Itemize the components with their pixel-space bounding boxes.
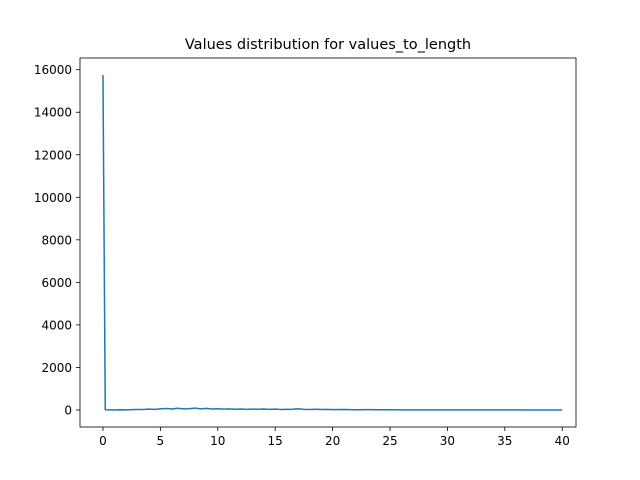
y-tick-label: 10000	[34, 191, 72, 205]
x-tick-label: 20	[325, 434, 340, 448]
y-tick-label: 0	[64, 403, 72, 417]
y-tick-label: 12000	[34, 148, 72, 162]
chart-title: Values distribution for values_to_length	[185, 37, 471, 53]
x-tick-label: 40	[555, 434, 570, 448]
x-tick-label: 5	[157, 434, 165, 448]
axis-ticks: 0 5 10 15 20 25 30 35 40 0 2000 4000 6000 8000 10000 12…	[34, 63, 570, 448]
plot-frame	[79, 57, 577, 428]
x-tick-label: 0	[99, 434, 107, 448]
x-tick-label: 25	[382, 434, 397, 448]
y-tick-label: 6000	[41, 276, 72, 290]
chart-marks	[102, 75, 563, 411]
y-tick-label: 2000	[41, 361, 72, 375]
y-tick-label: 4000	[41, 318, 72, 332]
x-tick-label: 10	[210, 434, 225, 448]
y-tick-label: 8000	[41, 233, 72, 247]
y-tick-label: 16000	[34, 63, 72, 77]
y-tick-label: 14000	[34, 106, 72, 120]
x-tick-label: 15	[268, 434, 283, 448]
series-line-0	[102, 75, 563, 411]
x-tick-label: 30	[440, 434, 455, 448]
x-tick-label: 35	[497, 434, 512, 448]
